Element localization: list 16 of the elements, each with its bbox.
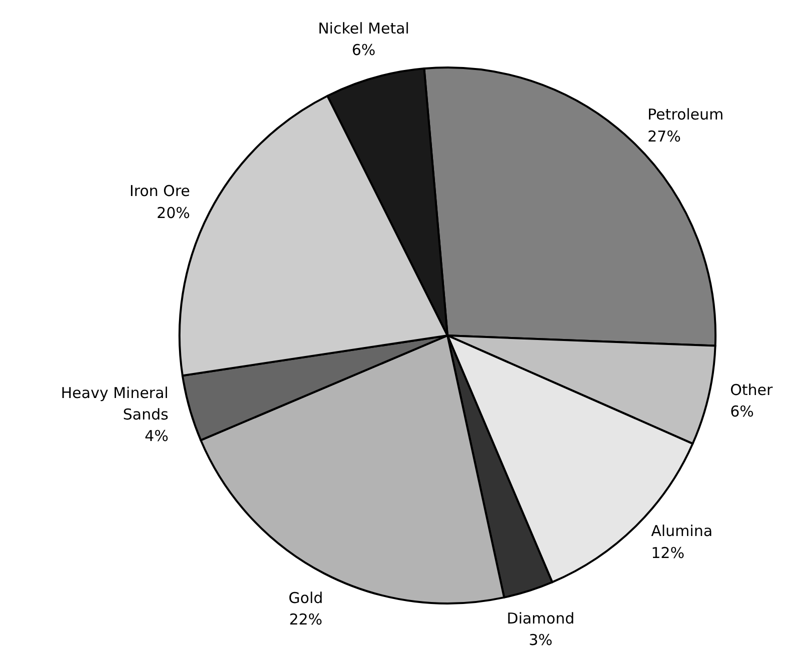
data-label: 6%: [730, 402, 754, 421]
data-label: 3%: [528, 630, 553, 649]
data-label: 20%: [156, 204, 190, 222]
slice-label: Petroleum: [647, 106, 724, 124]
slice-label: Alumina: [651, 522, 713, 540]
slice-label: Diamond: [506, 609, 574, 628]
data-label: 12%: [651, 544, 684, 562]
slice-label: Iron Ore: [129, 182, 190, 200]
slice-label: Nickel Metal: [318, 19, 410, 38]
data-label: 4%: [144, 427, 168, 446]
data-label: 6%: [352, 40, 376, 59]
slice-label: Other: [730, 380, 774, 399]
data-label: 22%: [289, 610, 322, 629]
data-label: 27%: [647, 127, 681, 146]
slice-label: Heavy Mineral Sands: [60, 384, 169, 424]
slice-label: Gold: [288, 589, 324, 608]
